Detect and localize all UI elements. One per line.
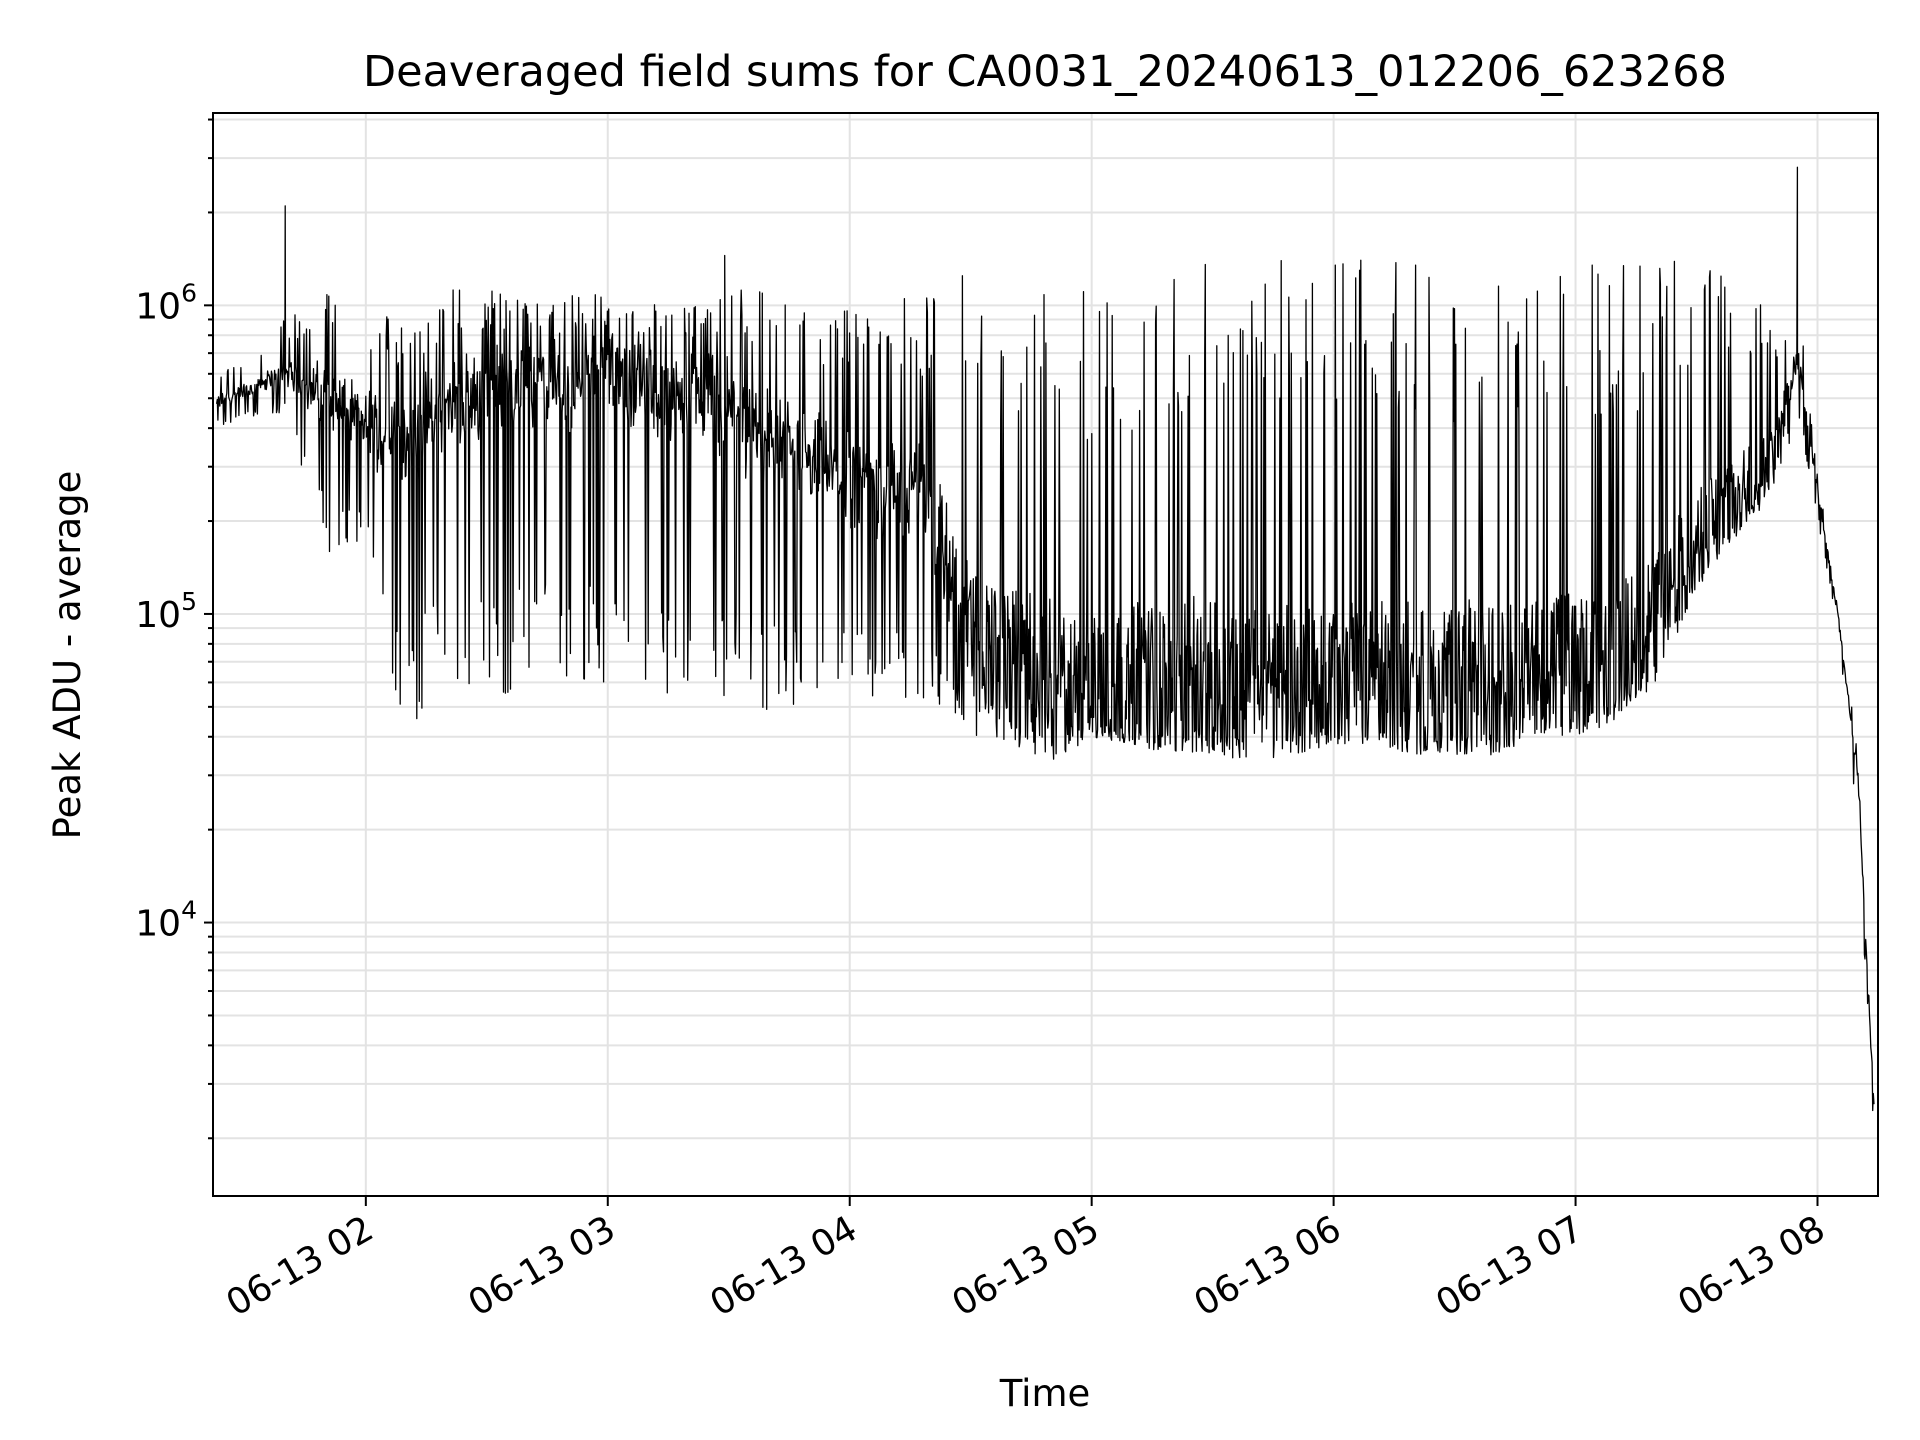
y-tick-exponent: 5 <box>181 587 197 616</box>
y-tick-label: 104 <box>135 896 197 945</box>
y-tick-label: 105 <box>135 587 197 636</box>
y-tick-base: 10 <box>135 904 181 945</box>
y-tick-label: 106 <box>135 278 197 327</box>
data-series-line <box>215 166 1875 1112</box>
y-tick-base: 10 <box>135 595 181 636</box>
data-line-group <box>215 166 1875 1112</box>
chart-title: Deaveraged field sums for CA0031_2024061… <box>363 47 1727 97</box>
y-tick-base: 10 <box>135 286 181 327</box>
plot-frame <box>212 112 1879 1197</box>
x-axis-label: Time <box>999 1372 1091 1415</box>
y-axis-label: Peak ADU - average <box>46 471 89 840</box>
y-tick-exponent: 6 <box>181 278 197 307</box>
y-tick-exponent: 4 <box>181 896 197 925</box>
